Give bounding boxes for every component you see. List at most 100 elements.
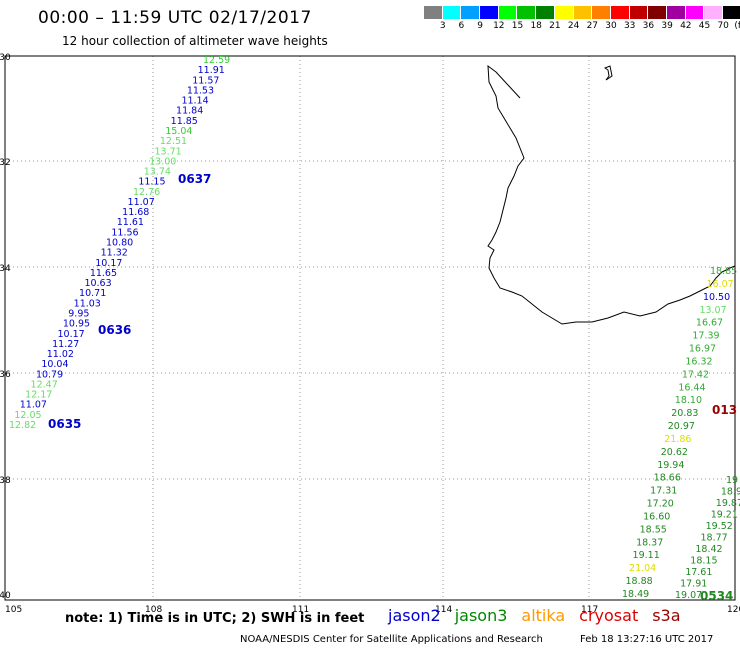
lat-lon-grid bbox=[5, 56, 735, 600]
swh-value: 20.83 bbox=[671, 408, 698, 419]
credit-line: NOAA/NESDIS Center for Satellite Applica… bbox=[240, 634, 543, 645]
swh-value: 13.74 bbox=[144, 167, 171, 178]
longitude-labels: 105 108 111 114 117 120 bbox=[5, 605, 740, 615]
australia-coastline bbox=[487, 64, 736, 325]
island-outline bbox=[603, 65, 613, 81]
legend-tick-label: 70 bbox=[717, 21, 729, 31]
legend-swatch bbox=[704, 6, 723, 19]
legend-swatch bbox=[480, 6, 499, 19]
legend-tick-label: 15 bbox=[511, 21, 524, 31]
jason3-track-east-2: 1918.919.8719.2119.5218.7718.4218.1517.6… bbox=[675, 475, 740, 601]
lon-label: 111 bbox=[292, 605, 309, 615]
swh-value: 17.20 bbox=[647, 499, 674, 510]
legend-tick-label: 33 bbox=[623, 21, 636, 31]
swh-value: 11.03 bbox=[74, 298, 101, 309]
legend-swatch bbox=[554, 6, 574, 19]
swh-value: 13.07 bbox=[699, 305, 726, 316]
swh-value: 18.85 bbox=[710, 266, 737, 277]
swh-value: 12.82 bbox=[9, 420, 36, 431]
swh-value: 11.57 bbox=[192, 75, 219, 86]
swh-value: 11.84 bbox=[176, 106, 203, 117]
swh-value: 18.9 bbox=[721, 487, 740, 498]
pass-time-label: 0534 bbox=[700, 589, 733, 603]
legend-swatch bbox=[685, 6, 705, 19]
swh-value: 10.17 bbox=[95, 258, 122, 269]
swh-value: 11.56 bbox=[111, 227, 138, 238]
legend-tick-label: 45 bbox=[698, 21, 711, 31]
swh-value: 12.59 bbox=[203, 55, 230, 66]
swh-value: 19.07 bbox=[675, 590, 702, 601]
lon-label: 117 bbox=[581, 605, 598, 615]
swh-value: 11.15 bbox=[138, 177, 165, 188]
swh-value: 16.67 bbox=[696, 318, 723, 329]
swh-value: 11.07 bbox=[128, 197, 155, 208]
swh-value: 19 bbox=[726, 475, 738, 486]
map-subtitle: 12 hour collection of altimeter wave hei… bbox=[62, 34, 328, 48]
lat-label: -30 bbox=[0, 53, 11, 63]
jason2-track-west: 12.5911.9111.5711.5311.1411.8411.8515.04… bbox=[9, 55, 230, 431]
legend-swatch bbox=[442, 6, 462, 19]
legend-tick-label: 24 bbox=[567, 21, 580, 31]
swh-value: 11.53 bbox=[187, 85, 214, 96]
lon-label: 120 bbox=[727, 605, 740, 615]
pass-time-label: 0636 bbox=[98, 323, 131, 337]
swh-value: 11.65 bbox=[90, 268, 117, 279]
swh-value: 10.80 bbox=[106, 238, 133, 249]
legend-tick-label: 42 bbox=[680, 21, 692, 31]
pass-time-label: 0637 bbox=[178, 172, 211, 186]
satellite-key-jason3: jason3 bbox=[454, 606, 508, 625]
swh-value: 11.07 bbox=[20, 400, 47, 411]
swh-value: 18.37 bbox=[636, 537, 663, 548]
latitude-labels: -30 -32 -34 -36 -38 -40 bbox=[0, 53, 11, 601]
swh-value: 16.07 bbox=[706, 279, 733, 290]
legend-swatch bbox=[610, 6, 630, 19]
swh-value: 10.79 bbox=[36, 369, 63, 380]
satellite-key-s3a: s3a bbox=[652, 606, 681, 625]
lon-label: 108 bbox=[145, 605, 162, 615]
legend-swatch bbox=[498, 6, 518, 19]
swh-value: 9.95 bbox=[68, 308, 89, 319]
lon-label: 114 bbox=[435, 605, 452, 615]
swh-value: 13.00 bbox=[149, 156, 176, 167]
legend-swatches bbox=[424, 6, 740, 19]
swh-value: 11.61 bbox=[117, 217, 144, 228]
satellite-key-altika: altika bbox=[521, 606, 566, 625]
swh-value: 11.68 bbox=[122, 207, 149, 218]
legend-swatch bbox=[648, 6, 667, 19]
lat-label: -34 bbox=[0, 264, 11, 274]
map-title: 00:00 – 11:59 UTC 02/17/2017 bbox=[38, 8, 312, 28]
legend-tick-label: 30 bbox=[605, 21, 617, 31]
swh-value: 11.02 bbox=[47, 349, 74, 360]
swh-value: 11.14 bbox=[181, 96, 208, 107]
generated-time: Feb 18 13:27:16 UTC 2017 bbox=[580, 634, 714, 645]
legend-tick-label: 27 bbox=[586, 21, 599, 31]
legend-swatch bbox=[666, 6, 686, 19]
swh-value: 17.39 bbox=[692, 331, 719, 342]
swh-value: 19.87 bbox=[716, 498, 740, 509]
swh-value: 18.88 bbox=[626, 576, 653, 587]
pass-time-label: 0635 bbox=[48, 417, 81, 431]
swh-value: 19.21 bbox=[711, 510, 738, 521]
legend-swatch bbox=[573, 6, 593, 19]
swh-value: 16.32 bbox=[685, 356, 712, 367]
swh-value: 18.49 bbox=[622, 589, 649, 600]
swh-value: 20.97 bbox=[668, 421, 695, 432]
swh-value: 12.17 bbox=[25, 390, 52, 401]
swh-value: 17.91 bbox=[680, 579, 707, 590]
swh-value: 19.94 bbox=[657, 460, 684, 471]
legend-tick-label: 21 bbox=[549, 21, 561, 31]
swh-value: 16.60 bbox=[643, 511, 670, 522]
legend-tick-label: 18 bbox=[530, 21, 542, 31]
pass-time-labels: 0637 0636 0635 013 0534 bbox=[48, 172, 737, 603]
legend-tick-label: 12 bbox=[493, 21, 505, 31]
swh-value: 12.05 bbox=[14, 410, 41, 421]
lat-label: -40 bbox=[0, 591, 11, 601]
swh-value: 18.15 bbox=[690, 556, 717, 567]
swh-value: 10.63 bbox=[84, 278, 111, 289]
legend-tick-label: 6 bbox=[458, 21, 465, 31]
swh-value: 21.04 bbox=[629, 563, 656, 574]
swh-value: 13.71 bbox=[155, 146, 182, 157]
legend-tick-label: 9 bbox=[477, 21, 483, 31]
